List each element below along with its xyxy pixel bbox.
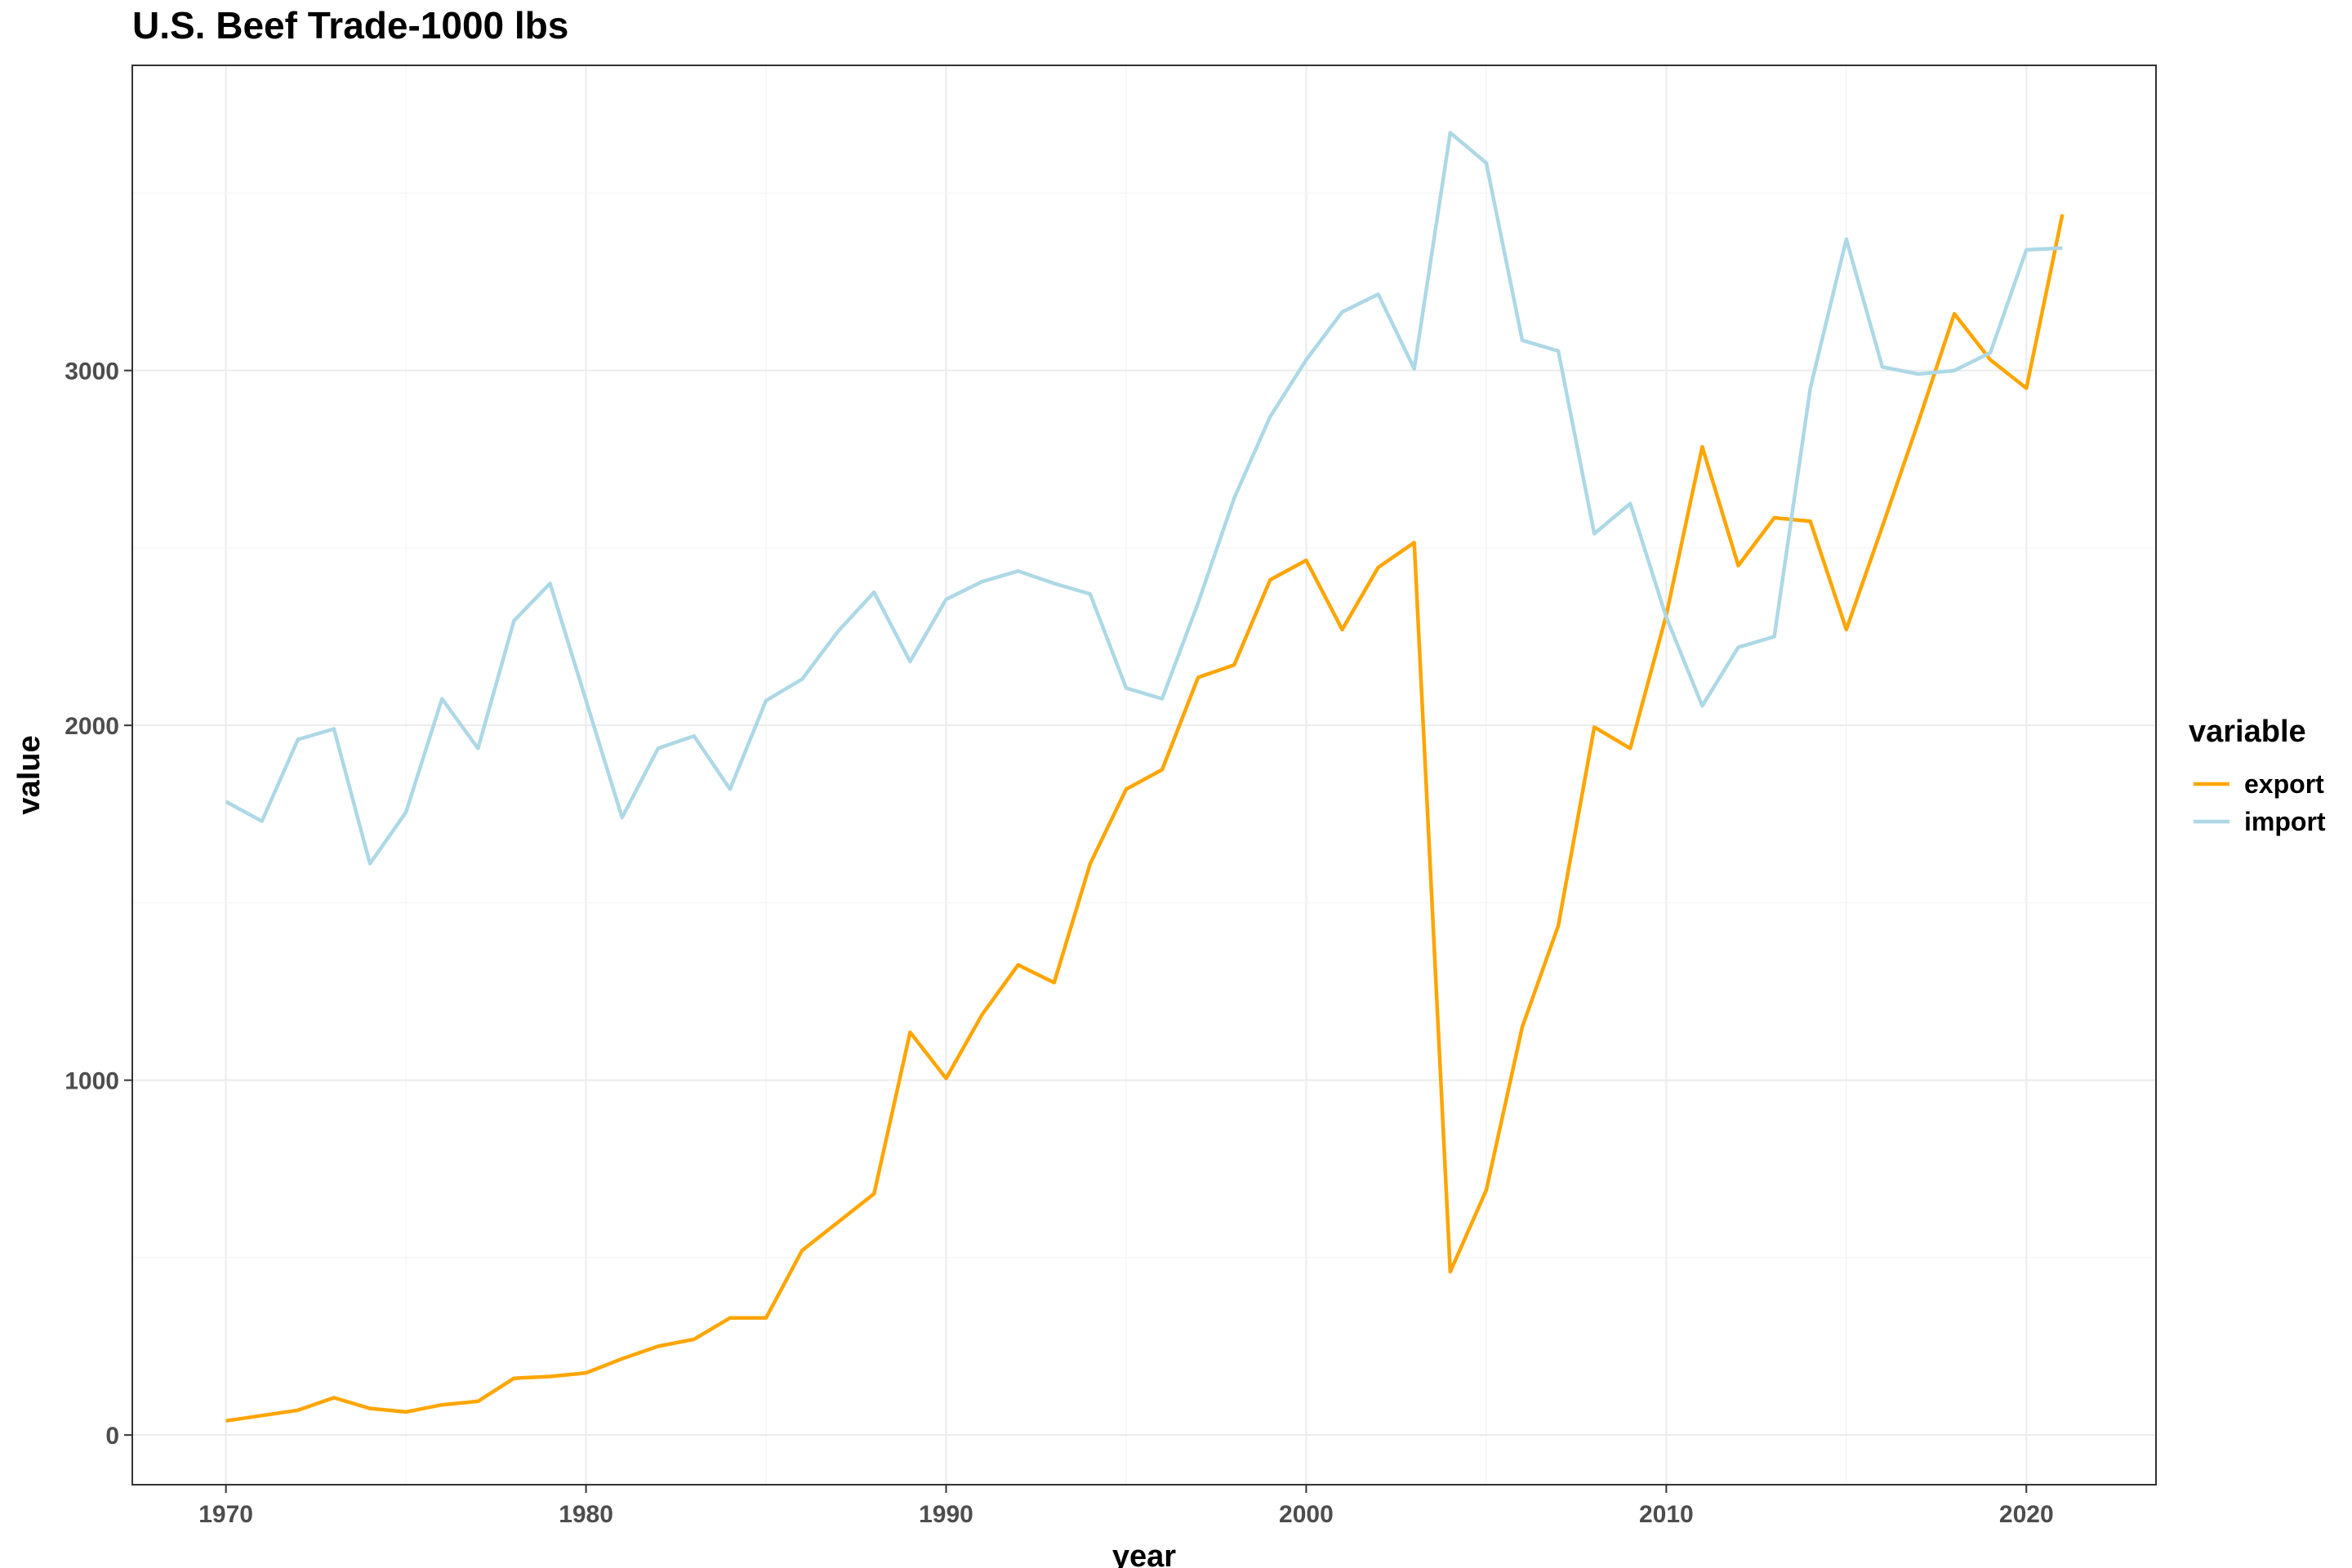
series-line-export [225, 214, 2065, 1423]
x-axis-title: year [1112, 1539, 1176, 1568]
y-tick-label: 3000 [65, 359, 119, 385]
series-lines [225, 131, 2065, 1423]
legend-label-import: import [2244, 807, 2326, 836]
y-tick-label: 2000 [65, 713, 119, 740]
legend-title: variable [2189, 715, 2306, 749]
x-tick-label: 1980 [559, 1501, 613, 1528]
plot-panel-border [131, 65, 2157, 1486]
x-tick-label: 2010 [1639, 1501, 1694, 1528]
x-tick-label: 2020 [1999, 1501, 2054, 1528]
x-tick-label: 2000 [1279, 1501, 1334, 1528]
x-tick-label: 1990 [919, 1501, 973, 1528]
chart-title: U.S. Beef Trade-1000 lbs [132, 4, 569, 47]
x-tick-label: 1970 [198, 1501, 253, 1528]
y-tick-label: 0 [105, 1423, 119, 1450]
y-tick-label: 1000 [65, 1068, 119, 1095]
legend: variable export import [2189, 715, 2326, 836]
grid [132, 65, 2156, 1485]
y-axis-title: value [12, 735, 47, 814]
axis-ticks: 1970 1980 1990 2000 2010 2020 0 1000 2000 3000 [65, 359, 2053, 1528]
series-line-import [225, 131, 2063, 866]
legend-label-export: export [2244, 769, 2324, 799]
